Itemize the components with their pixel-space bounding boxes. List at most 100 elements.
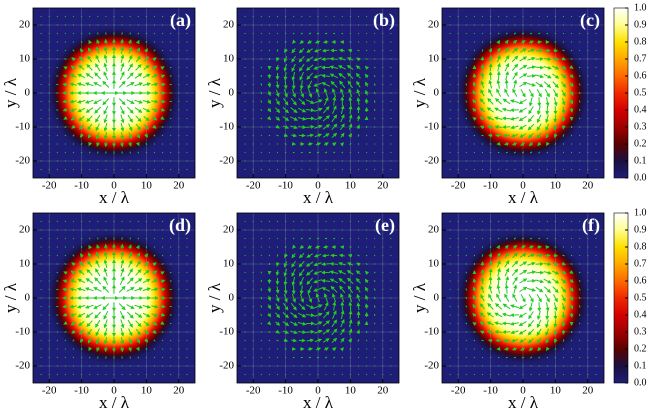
field-arrow <box>333 168 335 171</box>
field-arrow <box>338 253 345 258</box>
field-arrow <box>292 32 295 35</box>
field-arrow <box>514 220 516 223</box>
field-arrow <box>457 331 459 333</box>
field-arrow <box>260 305 263 308</box>
field-arrow <box>104 38 108 45</box>
field-arrow <box>301 24 303 26</box>
field-arrow <box>48 32 50 35</box>
field-arrow <box>307 285 313 295</box>
x-tick-label: 20 <box>377 180 389 192</box>
field-arrow <box>283 277 288 286</box>
field-arrow <box>578 279 581 283</box>
field-arrow <box>151 108 159 112</box>
field-arrow <box>127 268 133 277</box>
field-arrow <box>145 245 148 249</box>
field-arrow <box>72 246 75 248</box>
field-arrow <box>78 269 85 275</box>
field-arrow <box>518 124 527 130</box>
field-arrow <box>347 72 354 79</box>
field-arrow <box>357 373 360 376</box>
field-arrow <box>543 81 552 88</box>
field-arrow <box>382 41 384 43</box>
field-arrow <box>72 254 75 257</box>
field-arrow <box>120 337 125 345</box>
field-arrow <box>561 270 567 275</box>
field-arrow <box>511 260 519 268</box>
field-arrow <box>306 329 315 334</box>
field-arrow <box>56 356 59 359</box>
y-axis-label: y / λ <box>205 77 224 108</box>
field-arrow <box>64 220 67 223</box>
field-arrow <box>569 64 574 69</box>
field-arrow <box>48 49 50 52</box>
field-arrow <box>513 151 517 154</box>
field-arrow <box>487 97 494 105</box>
field-arrow <box>315 293 320 303</box>
field-arrow <box>373 279 376 283</box>
field-arrow <box>373 74 376 78</box>
field-arrow <box>346 270 354 275</box>
field-arrow <box>178 229 180 231</box>
field-arrow <box>496 284 501 294</box>
y-tick-label: 20 <box>428 224 440 236</box>
field-arrow <box>88 346 93 352</box>
field-arrow <box>521 32 525 35</box>
field-arrow <box>346 65 354 70</box>
field-arrow <box>527 132 534 139</box>
field-arrow <box>373 271 376 274</box>
field-arrow <box>544 89 550 98</box>
field-arrow <box>291 338 298 343</box>
field-arrow <box>339 347 344 352</box>
field-arrow <box>88 141 93 147</box>
field-arrow <box>587 66 589 69</box>
field-arrow <box>314 338 323 343</box>
x-tick-label: 10 <box>550 180 562 192</box>
field-arrow <box>561 56 567 61</box>
field-arrow <box>472 286 477 292</box>
field-arrow <box>496 259 501 268</box>
field-arrow <box>527 337 534 344</box>
field-arrow <box>300 237 303 240</box>
field-arrow <box>488 88 493 97</box>
field-arrow <box>522 168 524 171</box>
field-arrow <box>356 302 361 310</box>
field-arrow <box>119 310 125 320</box>
field-arrow <box>527 123 535 131</box>
field-arrow <box>511 141 518 146</box>
field-arrow <box>169 280 172 282</box>
field-arrow <box>545 337 550 344</box>
field-arrow <box>553 319 558 328</box>
field-arrow <box>79 338 84 343</box>
x-axis-label: x / λ <box>508 188 539 207</box>
y-tick-label: -20 <box>424 360 439 372</box>
field-arrow <box>480 276 485 285</box>
field-arrow <box>94 311 102 319</box>
field-arrow <box>331 123 338 131</box>
field-arrow <box>40 32 42 35</box>
field-arrow <box>267 304 271 310</box>
field-arrow <box>569 312 574 318</box>
field-arrow <box>578 66 581 69</box>
field-arrow <box>283 133 289 137</box>
field-arrow <box>340 114 345 123</box>
field-arrow <box>160 312 166 317</box>
field-arrow <box>502 303 511 310</box>
field-arrow <box>153 348 156 350</box>
field-arrow <box>488 252 493 258</box>
field-arrow <box>134 82 144 87</box>
field-arrow <box>530 365 532 367</box>
colorbar-tick-label: 0.4 <box>634 309 647 320</box>
field-arrow <box>382 263 384 265</box>
field-arrow <box>260 143 262 145</box>
field-arrow <box>323 96 329 106</box>
field-arrow <box>364 73 369 79</box>
field-arrow <box>348 293 353 302</box>
field-arrow <box>307 244 313 249</box>
field-arrow <box>373 49 376 52</box>
field-arrow <box>79 56 84 62</box>
field-arrow <box>528 106 534 115</box>
field-arrow <box>178 168 180 171</box>
field-arrow <box>152 116 158 121</box>
field-arrow <box>290 107 298 114</box>
field-arrow <box>126 304 135 309</box>
